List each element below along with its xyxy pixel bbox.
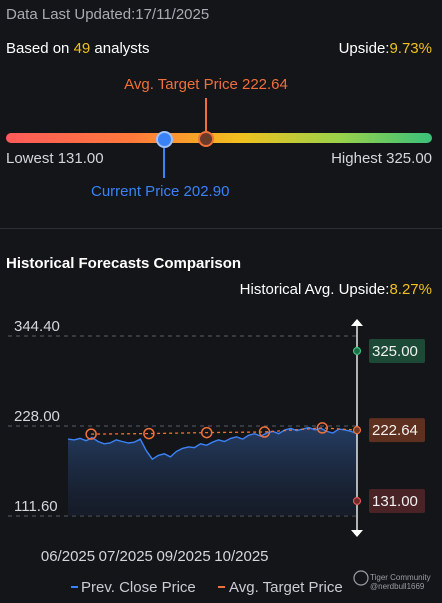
legend-close-label: Prev. Close Price [81,579,196,596]
watermark: Tiger Community @nerdbull1669 [370,573,431,591]
y-tick-label: 228.00 [14,408,60,425]
history-title: Historical Forecasts Comparison [6,255,242,272]
analyst-count: 49 [73,40,91,57]
avg-target-label: Avg. Target Price 222.64 [124,76,288,93]
x-tick-label: 09/2025 [156,548,210,565]
close-price-line [67,426,358,461]
forecast-low-point [352,496,362,506]
upside-text: Upside:9.73% [338,40,432,57]
legend-target-label: Avg. Target Price [229,579,343,596]
avg-target-marker [198,131,214,147]
section-divider [0,228,442,229]
avg-target-point [316,422,329,434]
current-price-pointer [163,148,165,178]
last-updated-text: Data Last Updated:17/11/2025 [6,6,210,23]
forecast-axis-top-arrow [351,319,363,326]
highest-price-label: Highest 325.00 [331,150,432,167]
x-tick-label: 10/2025 [214,548,268,565]
lowest-price-label: Lowest 131.00 [6,150,104,167]
x-tick-label: 06/2025 [41,548,95,565]
avg-target-line [91,427,358,435]
forecast-avg-label: 222.64 [372,422,418,439]
forecast-high-label-bg [369,339,425,363]
history-upside-text: Historical Avg. Upside:8.27% [239,281,432,298]
history-upside-value: 8.27% [389,281,432,298]
current-price-marker [156,131,173,148]
y-tick-label: 344.40 [14,318,60,335]
forecast-high-label: 325.00 [372,343,418,360]
forecast-avg-label-bg [369,418,425,443]
x-tick-label: 07/2025 [99,548,153,565]
avg-target-point [258,426,271,438]
forecast-high-point [352,346,362,356]
avg-target-point [200,426,213,439]
forecast-axis-bottom-arrow [351,530,363,537]
upside-value: 9.73% [389,40,432,57]
y-tick-label: 111.60 [14,498,58,515]
avg-target-pointer [205,98,207,132]
close-price-area [68,427,357,516]
avg-target-point [143,427,155,440]
tiger-logo-icon [353,570,369,586]
forecast-low-label: 131.00 [372,493,418,510]
current-price-label: Current Price 202.90 [91,183,230,200]
forecast-avg-point [352,426,362,435]
avg-target-point [85,428,97,440]
price-range-bar [6,133,432,143]
forecast-low-label-bg [369,489,425,513]
analyst-count-text: Based on 49 analysts [6,40,150,57]
